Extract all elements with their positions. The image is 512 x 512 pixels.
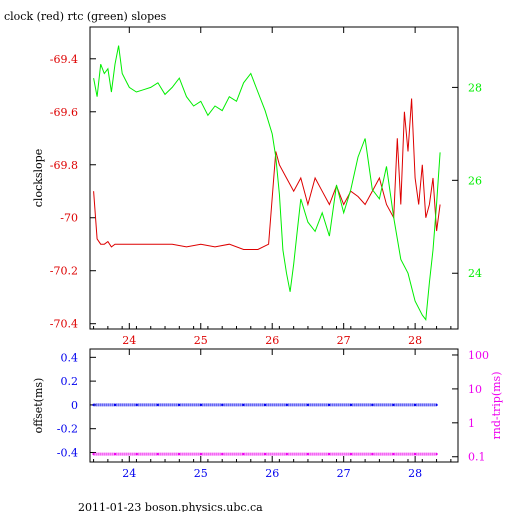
chart-title: clock (red) rtc (green) slopes xyxy=(4,10,167,23)
bottom-point-rnd-trip xyxy=(199,453,202,456)
bottom-point-offset xyxy=(242,403,245,406)
top-y-tick-label: -70.4 xyxy=(50,318,78,331)
bottom-point-rnd-trip xyxy=(264,453,267,456)
bottom-point-rnd-trip xyxy=(92,453,95,456)
bottom-y2-tick-label: 0.1 xyxy=(468,451,486,464)
bottom-point-rnd-trip xyxy=(242,453,245,456)
bottom-point-offset xyxy=(392,403,395,406)
bottom-y-tick-label: 0.2 xyxy=(61,375,79,388)
top-x-tick-label: 27 xyxy=(337,334,351,347)
bottom-point-rnd-trip xyxy=(371,453,374,456)
bottom-point-offset xyxy=(114,403,117,406)
top-y2-tick-label: 26 xyxy=(468,174,482,187)
bottom-point-offset xyxy=(371,403,374,406)
bottom-y2-axis-label: rnd-trip(ms) xyxy=(490,372,503,440)
bottom-point-rnd-trip xyxy=(328,453,331,456)
bottom-point-offset xyxy=(285,403,288,406)
bottom-point-offset xyxy=(349,403,352,406)
bottom-point-rnd-trip xyxy=(435,453,438,456)
top-y-tick-label: -69.6 xyxy=(50,106,78,119)
top-y-tick-label: -70 xyxy=(60,212,78,225)
top-y-tick-label: -69.8 xyxy=(50,159,78,172)
top-y2-tick-label: 28 xyxy=(468,81,482,94)
bottom-point-rnd-trip xyxy=(156,453,159,456)
bottom-x-tick-label: 25 xyxy=(194,467,208,480)
top-x-tick-label: 24 xyxy=(122,334,136,347)
bottom-y-tick-label: -0.2 xyxy=(57,423,78,436)
bottom-point-rnd-trip xyxy=(135,453,138,456)
top-x-tick-label: 28 xyxy=(408,334,422,347)
top-frame xyxy=(89,26,459,330)
bottom-y-tick-label: 0.4 xyxy=(61,351,79,364)
bottom-point-offset xyxy=(135,403,138,406)
bottom-point-rnd-trip xyxy=(114,453,117,456)
top-y-axis-label: clockslope xyxy=(32,149,45,207)
bottom-point-rnd-trip xyxy=(392,453,395,456)
bottom-y2-tick-label: 100 xyxy=(468,349,489,362)
bottom-point-offset xyxy=(264,403,267,406)
top-x-tick-label: 25 xyxy=(194,334,208,347)
bottom-point-rnd-trip xyxy=(221,453,224,456)
bottom-y-tick-label: -0.4 xyxy=(57,446,78,459)
bottom-point-offset xyxy=(156,403,159,406)
bottom-x-tick-label: 28 xyxy=(408,467,422,480)
bottom-point-offset xyxy=(199,403,202,406)
top-series-rtc xyxy=(93,45,441,322)
top-plot: 24 25 26 27 28 -69.4 -69.6 -69.8 -70 -70.2 -70.4 24… xyxy=(32,26,482,347)
bottom-point-offset xyxy=(414,403,417,406)
bottom-point-offset xyxy=(328,403,331,406)
footer-text: 2011-01-23 boson.physics.ubc.ca xyxy=(78,501,263,512)
bottom-y2-tick-label: 1 xyxy=(468,417,475,430)
bottom-frame xyxy=(89,348,459,463)
top-y2-tick-label: 24 xyxy=(468,267,482,280)
bottom-point-rnd-trip xyxy=(285,453,288,456)
bottom-y-axis-label: offset(ms) xyxy=(32,378,45,434)
bottom-point-rnd-trip xyxy=(178,453,181,456)
top-y-tick-label: -70.2 xyxy=(50,265,78,278)
top-series-clock xyxy=(93,98,441,250)
bottom-y2-tick-label: 10 xyxy=(468,383,482,396)
bottom-point-rnd-trip xyxy=(349,453,352,456)
bottom-point-offset xyxy=(435,403,438,406)
bottom-y-tick-label: 0 xyxy=(71,399,78,412)
top-x-tick-label: 26 xyxy=(265,334,279,347)
bottom-point-offset xyxy=(178,403,181,406)
bottom-plot: 24 25 26 27 28 0.4 0.2 0 -0.2 -0.4 100 10 1 0.1 offset… xyxy=(32,348,503,480)
bottom-point-rnd-trip xyxy=(414,453,417,456)
bottom-point-offset xyxy=(306,403,309,406)
bottom-point-rnd-trip xyxy=(306,453,309,456)
bottom-x-tick-label: 27 xyxy=(337,467,351,480)
bottom-x-tick-label: 24 xyxy=(122,467,136,480)
top-y-tick-label: -69.4 xyxy=(50,53,78,66)
bottom-x-tick-label: 26 xyxy=(265,467,279,480)
bottom-point-offset xyxy=(221,403,224,406)
bottom-point-offset xyxy=(92,403,95,406)
